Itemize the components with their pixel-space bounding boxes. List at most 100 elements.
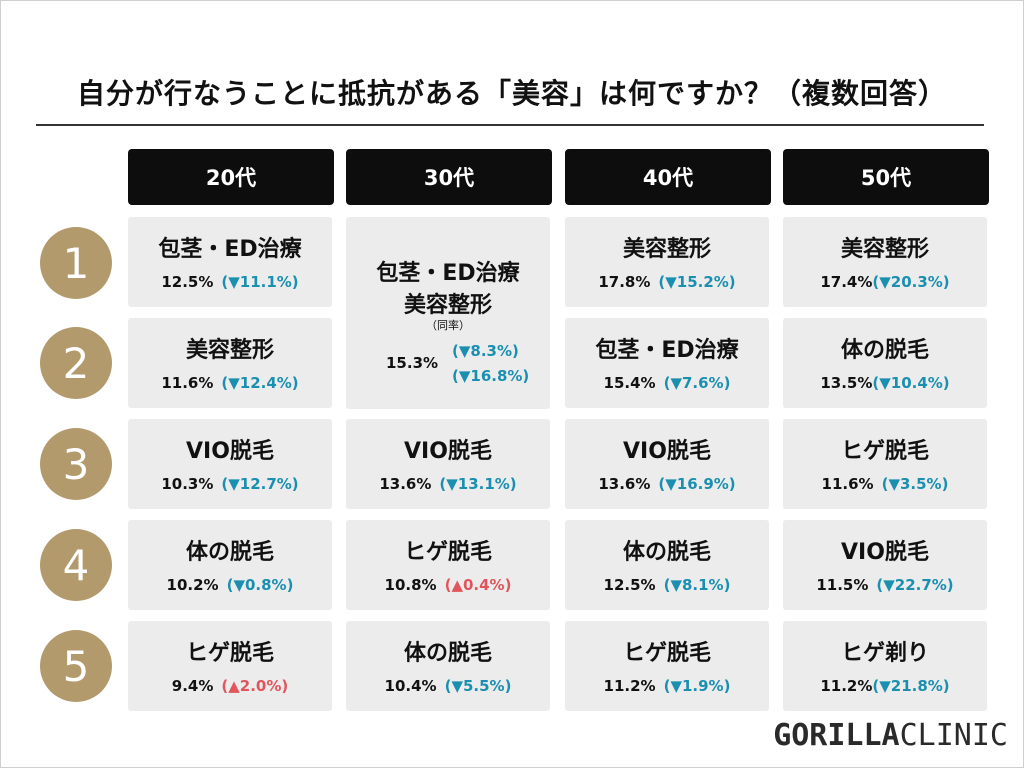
cell-percent: 10.2% [166, 576, 219, 594]
cell-percent: 17.4% [820, 273, 873, 291]
cell-40s-rank1: 美容整形 17.8% (▼15.2%) [565, 217, 769, 307]
cell-item: 美容整形 [840, 237, 929, 262]
cell-values: 10.3% (▼12.7%) [128, 475, 332, 493]
cell-values: 11.6% (▼3.5%) [783, 475, 987, 493]
cell-percent: 13.5% [820, 374, 873, 392]
cell-50s-rank1: 美容整形 17.4%(▼20.3%) [783, 217, 987, 307]
cell-values: 12.5% (▼11.1%) [128, 273, 332, 291]
cell-item: ヒゲ脱毛 [185, 641, 274, 666]
cell-20s-rank5: ヒゲ脱毛 9.4% (▲2.0%) [128, 621, 332, 711]
cell-percent: 10.4% [384, 677, 437, 695]
cell-values: 17.8% (▼15.2%) [565, 273, 769, 291]
cell-change: (▲0.4%) [444, 576, 512, 594]
cell-item-2: 美容整形 [403, 293, 492, 318]
cell-change: (▼13.1%) [439, 475, 517, 493]
cell-values: 13.6% (▼13.1%) [346, 475, 550, 493]
logo-part-1: GORILLA [773, 718, 900, 753]
cell-percent: 15.3% [386, 354, 439, 372]
cell-30s-rank1-2: 包茎・ED治療 美容整形 （同率） 15.3% (▼8.3%) (▼16.8%) [346, 217, 550, 409]
cell-20s-rank1: 包茎・ED治療 12.5% (▼11.1%) [128, 217, 332, 307]
cell-percent: 9.4% [171, 677, 214, 695]
cell-change: (▼7.6%) [663, 374, 731, 392]
cell-40s-rank5: ヒゲ脱毛 11.2% (▼1.9%) [565, 621, 769, 711]
gorilla-clinic-logo: GORILLACLINIC [773, 718, 1008, 758]
cell-percent: 10.8% [384, 576, 437, 594]
tie-note: （同率） [426, 319, 470, 332]
cell-change: (▼8.1%) [663, 576, 731, 594]
cell-change: (▼12.7%) [221, 475, 299, 493]
cell-item: VIO脱毛 [623, 439, 711, 464]
cell-item: 体の脱毛 [622, 540, 711, 565]
rank-2-circle: 2 [40, 327, 112, 399]
cell-item: VIO脱毛 [841, 540, 929, 565]
cell-values: 17.4%(▼20.3%) [783, 273, 987, 291]
cell-percent: 17.8% [598, 273, 651, 291]
cell-change: (▼5.5%) [444, 677, 512, 695]
cell-40s-rank2: 包茎・ED治療 15.4% (▼7.6%) [565, 318, 769, 408]
cell-30s-rank4: ヒゲ脱毛 10.8% (▲0.4%) [346, 520, 550, 610]
cell-values: 11.2% (▼1.9%) [565, 677, 769, 695]
rank-4-circle: 4 [40, 529, 112, 601]
header-20s: 20代 [128, 149, 334, 205]
cell-values: 13.5%(▼10.4%) [783, 374, 987, 392]
cell-percent: 13.6% [379, 475, 432, 493]
cell-change: (▼1.9%) [663, 677, 731, 695]
cell-values: 11.2%(▼21.8%) [783, 677, 987, 695]
cell-item: ヒゲ剃り [840, 641, 929, 666]
cell-values: 11.5% (▼22.7%) [783, 576, 987, 594]
cell-40s-rank3: VIO脱毛 13.6% (▼16.9%) [565, 419, 769, 509]
rank-3-circle: 3 [40, 428, 112, 500]
cell-percent: 11.6% [821, 475, 874, 493]
cell-20s-rank2: 美容整形 11.6% (▼12.4%) [128, 318, 332, 408]
cell-change: (▼10.4%) [872, 374, 950, 392]
chart-title: 自分が行なうことに抵抗がある「美容」は何ですか？（複数回答） [76, 77, 947, 110]
cell-change: (▼20.3%) [872, 273, 950, 291]
cell-item: 美容整形 [185, 338, 274, 363]
cell-change: (▼11.1%) [221, 273, 299, 291]
cell-item: 包茎・ED治療 [158, 237, 302, 262]
header-40s: 40代 [565, 149, 771, 205]
cell-percent: 12.5% [161, 273, 214, 291]
cell-values: 13.6% (▼16.9%) [565, 475, 769, 493]
cell-item: VIO脱毛 [186, 439, 274, 464]
cell-change-1: (▼8.3%) [452, 342, 519, 360]
header-50s: 50代 [783, 149, 989, 205]
cell-percent: 15.4% [603, 374, 656, 392]
cell-change: (▼22.7%) [876, 576, 954, 594]
cell-change: (▼0.8%) [226, 576, 294, 594]
cell-item: 美容整形 [622, 237, 711, 262]
cell-item: 包茎・ED治療 [595, 338, 739, 363]
cell-change: (▼21.8%) [872, 677, 950, 695]
cell-change: (▼16.9%) [658, 475, 736, 493]
cell-change: (▲2.0%) [221, 677, 289, 695]
cell-percent: 12.5% [603, 576, 656, 594]
logo-part-2: CLINIC [899, 718, 1008, 753]
cell-percent: 10.3% [161, 475, 214, 493]
cell-change: (▼12.4%) [221, 374, 299, 392]
rank-5-circle: 5 [40, 630, 112, 702]
cell-item: 体の脱毛 [185, 540, 274, 565]
cell-values: 10.8% (▲0.4%) [346, 576, 550, 594]
cell-values: 12.5% (▼8.1%) [565, 576, 769, 594]
cell-item: 体の脱毛 [840, 338, 929, 363]
cell-50s-rank4: VIO脱毛 11.5% (▼22.7%) [783, 520, 987, 610]
cell-item: ヒゲ脱毛 [840, 439, 929, 464]
cell-change-2: (▼16.8%) [452, 367, 530, 385]
cell-50s-rank2: 体の脱毛 13.5%(▼10.4%) [783, 318, 987, 408]
cell-40s-rank4: 体の脱毛 12.5% (▼8.1%) [565, 520, 769, 610]
rank-1-circle: 1 [40, 227, 112, 299]
cell-item: ヒゲ脱毛 [622, 641, 711, 666]
title-divider [36, 124, 984, 126]
cell-20s-rank4: 体の脱毛 10.2% (▼0.8%) [128, 520, 332, 610]
cell-values: 11.6% (▼12.4%) [128, 374, 332, 392]
cell-item: VIO脱毛 [404, 439, 492, 464]
cell-50s-rank5: ヒゲ剃り 11.2%(▼21.8%) [783, 621, 987, 711]
cell-50s-rank3: ヒゲ脱毛 11.6% (▼3.5%) [783, 419, 987, 509]
cell-20s-rank3: VIO脱毛 10.3% (▼12.7%) [128, 419, 332, 509]
cell-percent: 13.6% [598, 475, 651, 493]
cell-values: 10.2% (▼0.8%) [128, 576, 332, 594]
header-30s: 30代 [346, 149, 552, 205]
cell-values: 15.4% (▼7.6%) [565, 374, 769, 392]
cell-percent: 11.6% [161, 374, 214, 392]
cell-percent: 11.2% [603, 677, 656, 695]
